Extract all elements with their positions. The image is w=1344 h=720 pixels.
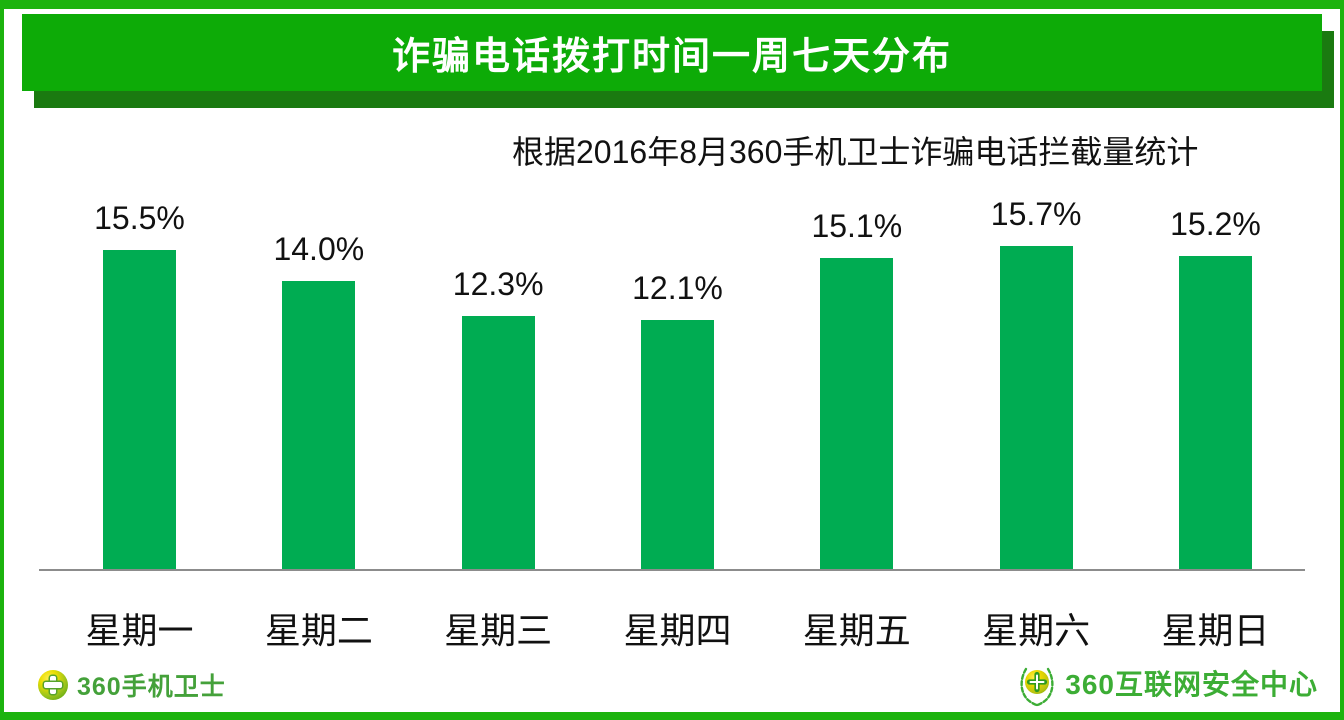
bar-value-label-thu: 12.1% [632, 270, 723, 306]
bar-wed [461, 316, 535, 569]
bar-value-label-tue: 14.0% [273, 231, 365, 267]
360-internet-security-center-logo-text: 360互联网安全中心 [1065, 669, 1318, 700]
x-axis-label-mon: 星期一 [85, 610, 194, 651]
bar-mon [103, 250, 176, 569]
bar-value-label-sat: 15.7% [990, 196, 1082, 232]
x-axis-line [39, 569, 1305, 571]
x-axis-label-sat: 星期六 [982, 610, 1091, 651]
chart-subtitle: 根据2016年8月360手机卫士诈骗电话拦截量统计 [512, 134, 1199, 170]
bar-tue [282, 281, 356, 569]
360-security-wreath-icon [1020, 667, 1054, 707]
bar-fri [820, 258, 894, 569]
360-mobile-guard-logo-text: 360手机卫士 [77, 673, 226, 701]
x-axis-label-fri: 星期五 [802, 610, 911, 651]
x-axis-label-tue: 星期二 [264, 610, 373, 651]
bar-sat [999, 246, 1073, 569]
x-axis-label-thu: 星期四 [623, 610, 732, 651]
x-axis-label-sun: 星期日 [1161, 610, 1270, 651]
bar-thu [640, 320, 714, 569]
bar-sun [1178, 256, 1252, 569]
x-axis-label-wed: 星期三 [444, 610, 553, 651]
bar-value-label-fri: 15.1% [811, 208, 903, 244]
360-mobile-guard-ball-icon [38, 670, 68, 700]
title-banner: 诈骗电话拨打时间一周七天分布 [22, 14, 1322, 91]
page-title: 诈骗电话拨打时间一周七天分布 [391, 36, 952, 78]
bar-value-label-mon: 15.5% [94, 200, 185, 236]
360-internet-security-center-logo: 360互联网安全中心 [1019, 659, 1318, 707]
bar-value-label-sun: 15.2% [1170, 206, 1261, 242]
360-mobile-guard-logo: 360手机卫士 [38, 667, 226, 703]
bar-value-label-wed: 12.3% [452, 266, 544, 302]
